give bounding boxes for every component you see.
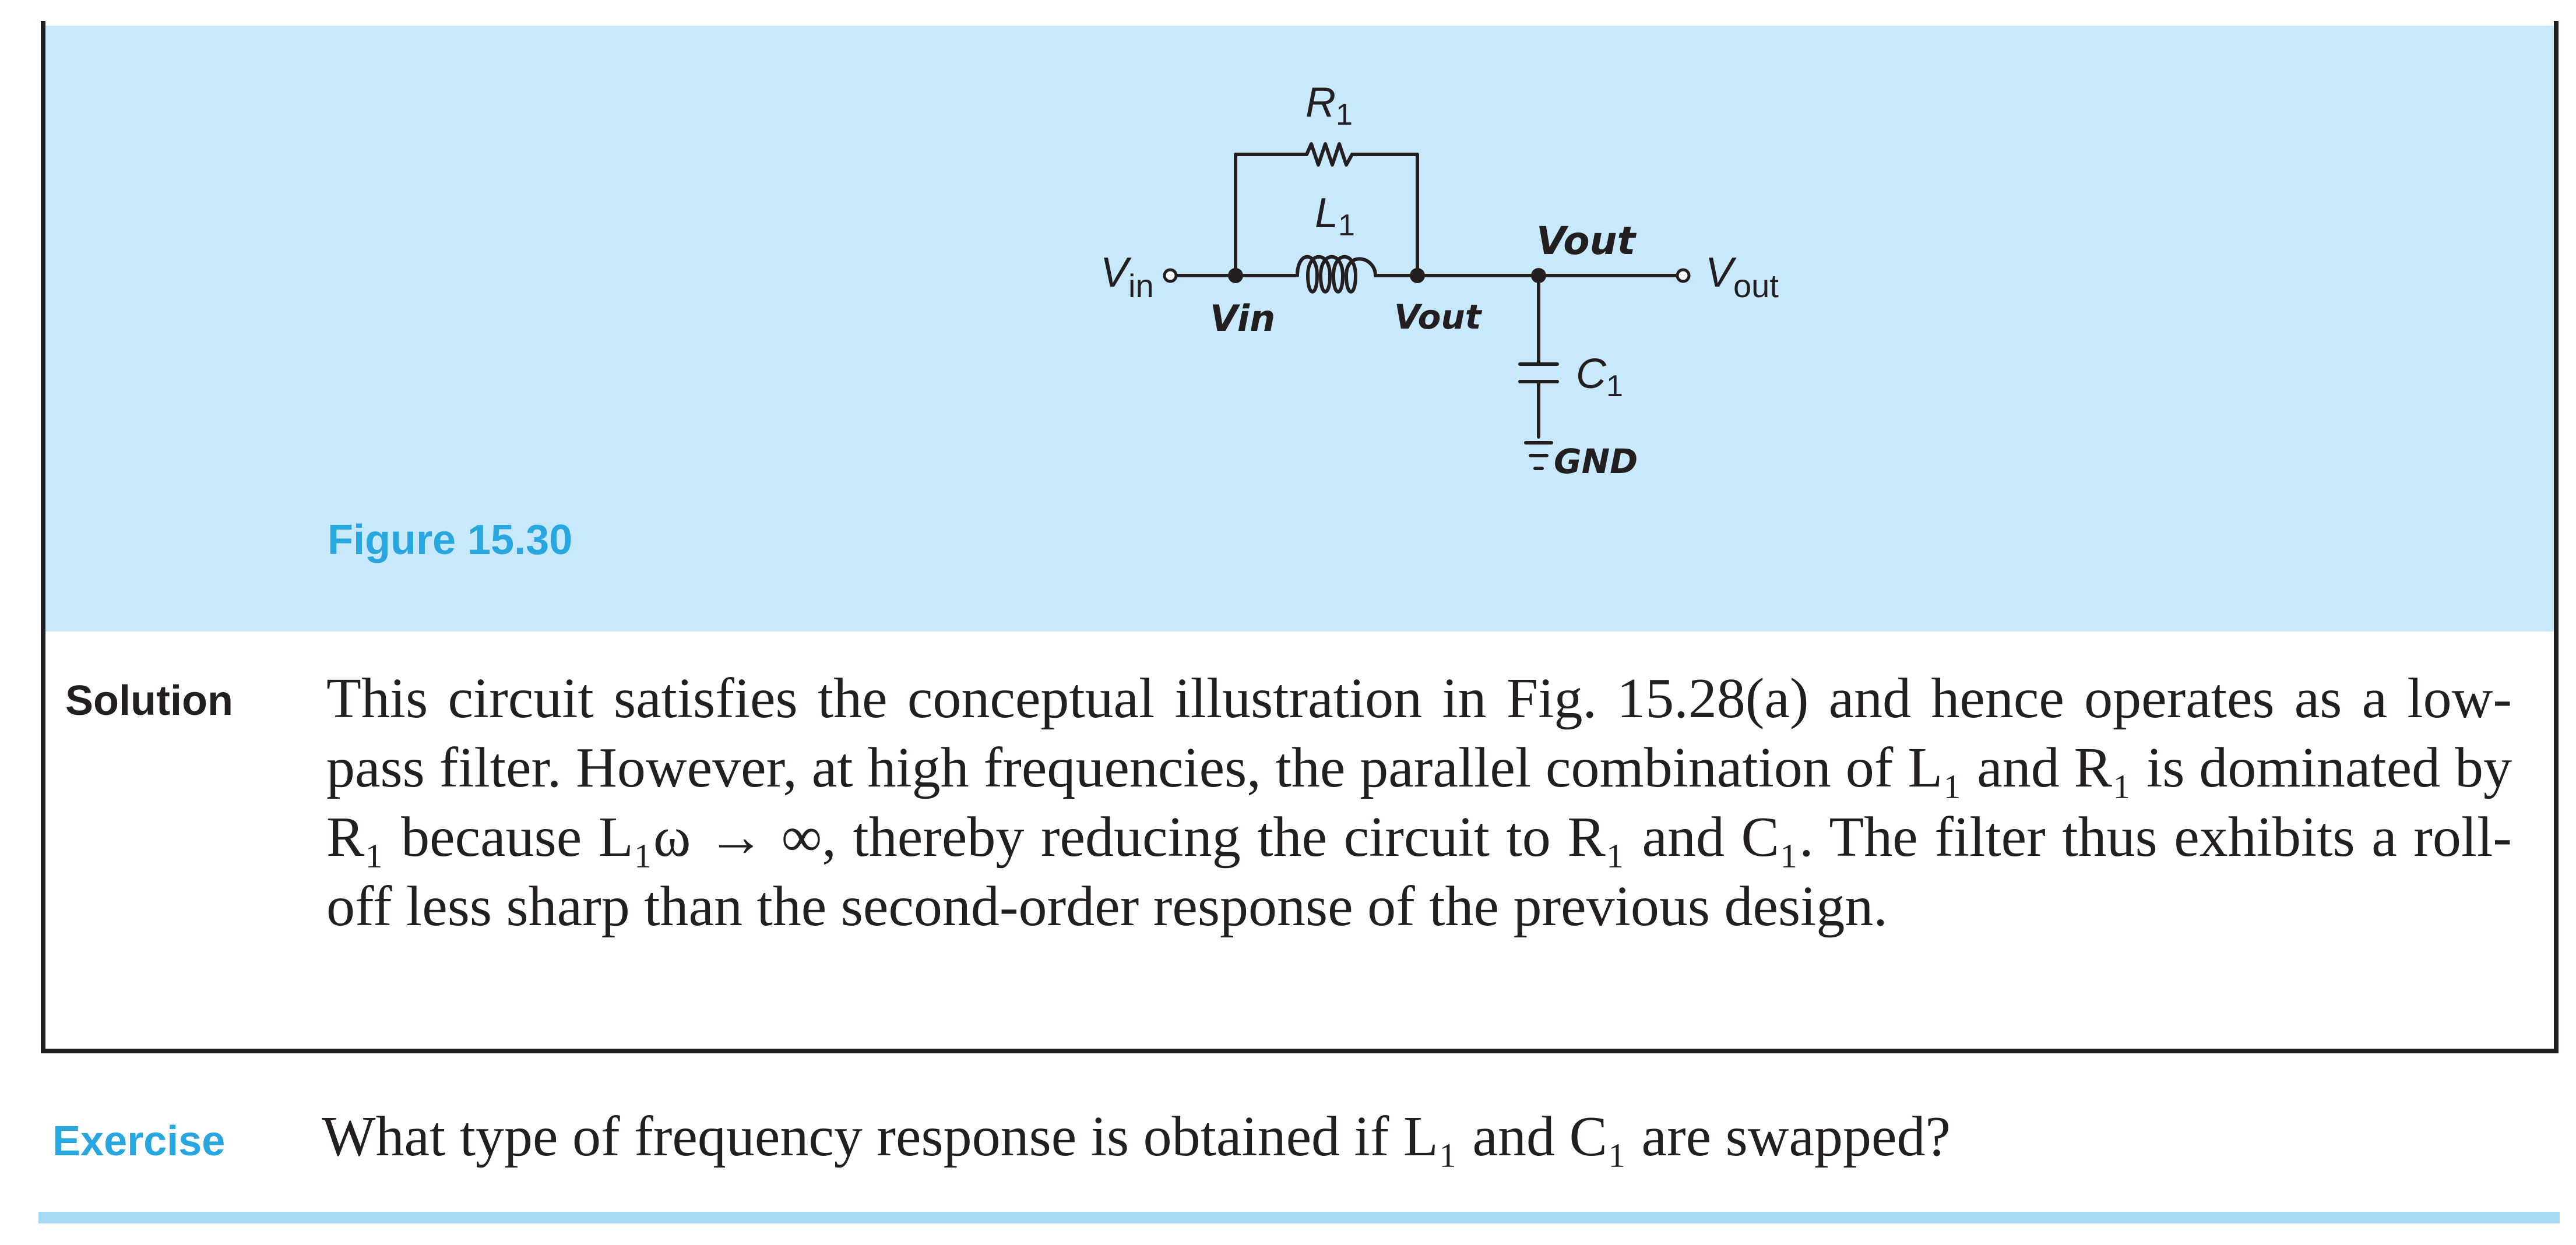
- label-c1: C1: [1576, 351, 1623, 403]
- node-vout-right: [1531, 268, 1546, 283]
- label-l1: L1: [1315, 190, 1355, 242]
- exercise-heading: Exercise: [52, 1118, 226, 1165]
- solution-text: This circuit satisfies the conceptual il…: [326, 667, 2512, 938]
- label-r1: R1: [1305, 79, 1353, 132]
- label-vin: Vin: [1100, 249, 1154, 304]
- handwritten-vout-top: Vout: [1536, 218, 1637, 263]
- wire-resistor-loop-left: [1234, 153, 1308, 277]
- node-vin: [1228, 268, 1243, 283]
- node-vout-left: [1410, 268, 1425, 283]
- handwritten-vout-left: Vout: [1394, 297, 1483, 337]
- handwritten-vin: Vin: [1210, 297, 1275, 340]
- label-vout: Vout: [1705, 249, 1779, 304]
- figure-panel: [45, 26, 2559, 632]
- input-terminal: [1163, 268, 1178, 283]
- inductor-l1: [1296, 255, 1377, 294]
- wire-resistor-loop-right: [1350, 153, 1419, 277]
- output-terminal: [1676, 268, 1691, 283]
- exercise-text: What type of frequency response is obtai…: [322, 1105, 1951, 1168]
- bottom-divider: [38, 1212, 2560, 1223]
- figure-caption: Figure 15.30: [328, 517, 573, 563]
- circuit-diagram: R1 L1 C1 Vin Vout Vin Vout Vout GND: [1100, 79, 1779, 481]
- solution-heading: Solution: [65, 678, 233, 724]
- example-box-border: [41, 21, 2559, 1053]
- resistor-r1: [1305, 142, 1354, 167]
- handwritten-gnd: GND: [1554, 442, 1638, 481]
